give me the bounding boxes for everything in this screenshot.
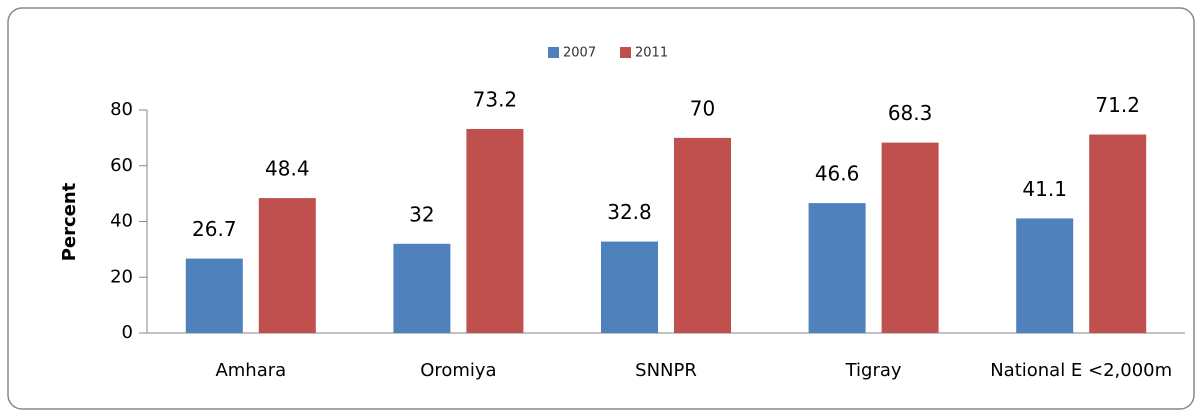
value-label: 46.6 [815,162,860,186]
value-label: 48.4 [265,157,310,181]
value-label: 26.7 [192,217,237,241]
y-axis-label: Percent [59,182,80,261]
y-tick-label: 20 [110,266,133,287]
y-tick-label: 40 [110,211,133,232]
legend-swatch [548,47,559,58]
value-label: 70 [690,96,715,120]
bar [258,198,316,333]
value-label: 32.8 [607,200,652,224]
value-label: 41.1 [1022,177,1067,201]
value-label: 71.2 [1095,93,1140,117]
bar [808,203,866,333]
x-tick-label: Amhara [215,360,286,381]
bar [393,243,451,333]
legend-label: 2011 [635,46,668,61]
x-tick-label: Oromiya [420,360,496,381]
bar [1089,134,1147,333]
y-tick-label: 80 [110,99,133,120]
value-label: 68.3 [888,101,933,125]
chart-border [7,7,1195,410]
y-tick-label: 60 [110,155,133,176]
bar [601,241,658,333]
bar [466,128,524,333]
y-tick-label: 0 [122,322,133,343]
value-label: 32 [409,202,434,226]
value-label: 73.2 [473,87,518,111]
legend-swatch [620,47,631,58]
bar [1016,218,1074,333]
x-tick-label: National E <2,000m [990,360,1172,381]
legend-label: 2007 [563,46,596,61]
bar [674,137,731,333]
bar [881,142,939,333]
x-tick-label: Tigray [845,360,902,381]
bar [185,258,243,333]
x-tick-label: SNNPR [635,360,697,381]
